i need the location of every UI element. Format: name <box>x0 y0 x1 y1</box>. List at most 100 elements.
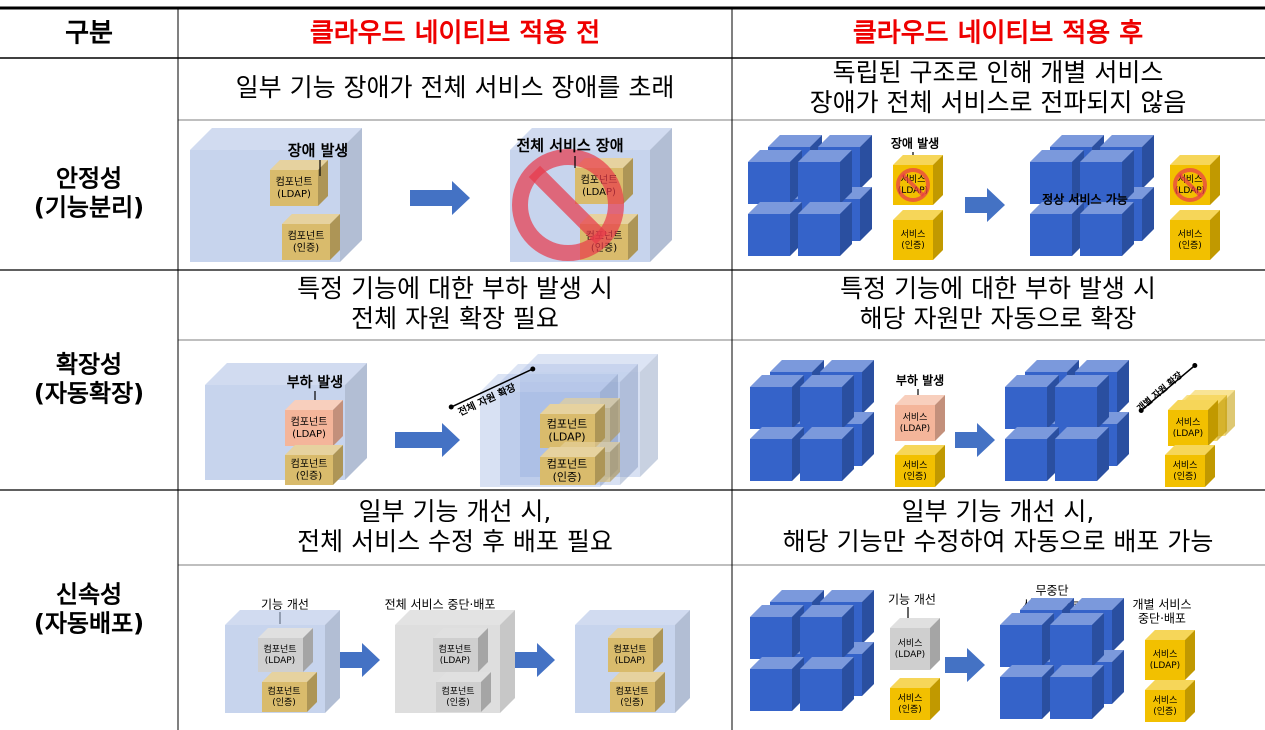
cube-side-shade <box>840 202 852 256</box>
cube-top-shade <box>1030 150 1084 162</box>
cube-top <box>285 400 343 410</box>
cube-top <box>540 404 605 414</box>
flow-arrow <box>945 648 985 682</box>
cube-top-shade <box>750 375 804 387</box>
diagram-label: (LDAP) <box>895 650 925 660</box>
diagram-label: (인증) <box>898 704 922 715</box>
cube-side <box>842 605 854 659</box>
diagram-label: 컴포넌트 <box>547 457 587 470</box>
cube-top <box>258 628 313 638</box>
diagram-label: 부하 발생 <box>896 373 944 388</box>
diagram-label: 컴포넌트 <box>291 416 328 428</box>
cube-side <box>1112 598 1124 652</box>
cube-side-shade <box>325 610 340 713</box>
cube-top <box>608 628 663 638</box>
diagram-label: 컴포넌트 <box>267 685 300 697</box>
cube-front <box>895 455 935 487</box>
cube-front <box>750 439 792 481</box>
cube-top-shade <box>1145 630 1195 640</box>
cube-side <box>640 354 658 477</box>
cube-top-shade <box>893 210 943 220</box>
cube-side <box>862 590 874 644</box>
diagram-label: (LDAP) <box>1150 661 1180 671</box>
cube-top <box>890 678 940 688</box>
cube-top <box>1005 427 1059 439</box>
scale-arrow-end <box>448 404 454 410</box>
cube-side-shade <box>610 398 620 442</box>
cube-side-shade <box>655 672 665 712</box>
cube-front <box>1055 387 1097 429</box>
cube-top <box>1050 665 1104 677</box>
cube-top-shade <box>750 657 804 669</box>
cube-side <box>1112 650 1124 704</box>
cube-side <box>303 628 313 672</box>
diagram-label: (인증) <box>272 697 296 708</box>
cube-side-shade <box>623 158 633 204</box>
diagram-label: 서비스 <box>1178 174 1203 185</box>
cube-front <box>895 405 935 441</box>
cube-side <box>1122 150 1134 204</box>
cube-top <box>270 160 328 170</box>
cube-side-shade <box>595 447 605 485</box>
cube-top <box>768 135 822 147</box>
cube-top <box>395 610 515 625</box>
diagram-label: (인증) <box>620 697 644 708</box>
cube-top-shade <box>770 360 824 372</box>
cube-side-shade <box>1092 613 1104 667</box>
cube-side <box>650 128 672 262</box>
cube-top-shade <box>436 672 491 682</box>
cube-top <box>436 672 491 682</box>
cube-side-shade <box>1112 598 1124 652</box>
cube-side <box>1208 400 1218 446</box>
cube-side <box>933 210 943 260</box>
cube-top-shade <box>1005 427 1059 439</box>
diagram-label: (LDAP) <box>265 656 295 666</box>
cube-top <box>1025 360 1079 372</box>
cube-side-shade <box>1205 445 1215 487</box>
cube-side <box>1185 680 1195 722</box>
cube-side <box>620 364 638 485</box>
prohibit <box>1173 168 1207 202</box>
cube-top-shade <box>610 672 665 682</box>
cube-side-shade <box>862 590 874 644</box>
cube-top-shade <box>895 395 945 405</box>
cube-side-shade <box>1208 400 1218 446</box>
cube-side-shade <box>307 672 317 712</box>
cube-top-shade <box>820 590 874 602</box>
cube-front <box>1005 387 1047 429</box>
cube-top <box>1050 613 1104 625</box>
diagram-label: 서비스 <box>1176 417 1201 428</box>
cube-front <box>1030 162 1072 204</box>
cube-side-shade <box>628 214 638 260</box>
cell-text: 특정 기능에 대한 부하 발생 시 <box>840 274 1156 303</box>
cube-top-shade <box>1050 135 1104 147</box>
cube-front <box>285 410 333 446</box>
cube-side <box>623 158 633 204</box>
cube-side-shade <box>935 445 945 487</box>
cube-top <box>1000 665 1054 677</box>
flow-arrow <box>340 643 380 677</box>
row-label: (기능분리) <box>34 193 144 221</box>
cube-side <box>481 672 491 712</box>
cube-top <box>1050 135 1104 147</box>
cube-front <box>1080 214 1122 256</box>
cube-side-shade <box>1185 680 1195 722</box>
cube-side-shade <box>860 187 872 241</box>
prohibit <box>528 165 608 245</box>
diagram-label: 무중단 <box>1035 583 1068 597</box>
cube-top-shade <box>1145 680 1195 690</box>
cube-top-shade <box>1075 360 1129 372</box>
diagram-label: 컴포넌트 <box>291 458 328 470</box>
cube-side-shade <box>1117 360 1129 414</box>
cube-top-shade <box>1000 613 1054 625</box>
diagram-label: 서비스 <box>898 638 923 649</box>
cube-top-shade <box>433 628 488 638</box>
diagram-label: (인증) <box>903 471 927 482</box>
diagram-label: (인증) <box>1173 471 1197 482</box>
diagram-label: (LDAP) <box>277 189 311 200</box>
cube-side-shade <box>340 128 362 262</box>
cube-side-shade <box>1117 412 1129 466</box>
cube-top <box>770 590 824 602</box>
cube-top-shade <box>540 447 605 457</box>
